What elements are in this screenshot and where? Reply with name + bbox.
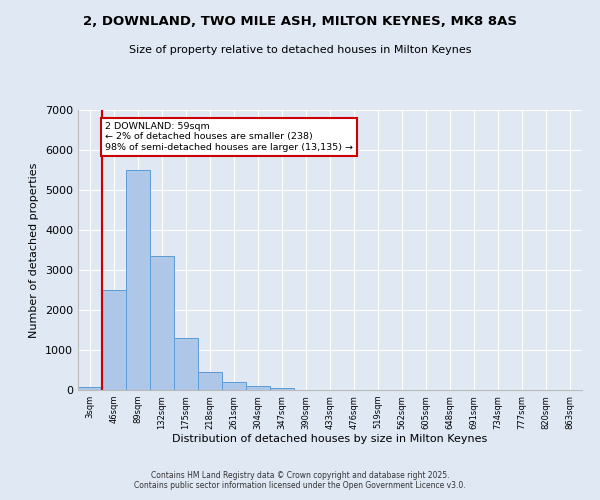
Bar — [78, 387, 102, 390]
X-axis label: Distribution of detached houses by size in Milton Keynes: Distribution of detached houses by size … — [172, 434, 488, 444]
Bar — [102, 290, 126, 390]
Text: 2, DOWNLAND, TWO MILE ASH, MILTON KEYNES, MK8 8AS: 2, DOWNLAND, TWO MILE ASH, MILTON KEYNES… — [83, 15, 517, 28]
Bar — [198, 372, 222, 390]
Bar — [126, 170, 150, 390]
Text: Size of property relative to detached houses in Milton Keynes: Size of property relative to detached ho… — [129, 45, 471, 55]
Y-axis label: Number of detached properties: Number of detached properties — [29, 162, 40, 338]
Bar — [270, 388, 294, 390]
Bar — [246, 386, 270, 390]
Text: 2 DOWNLAND: 59sqm
← 2% of detached houses are smaller (238)
98% of semi-detached: 2 DOWNLAND: 59sqm ← 2% of detached house… — [105, 122, 353, 152]
Bar — [150, 256, 174, 390]
Text: Contains HM Land Registry data © Crown copyright and database right 2025.
Contai: Contains HM Land Registry data © Crown c… — [134, 470, 466, 490]
Bar — [174, 338, 198, 390]
Bar — [222, 382, 246, 390]
